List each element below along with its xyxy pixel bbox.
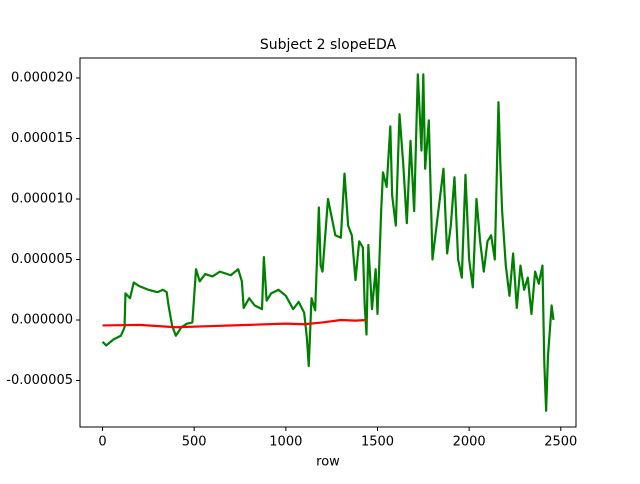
y-tick-label: -0.000005 (6, 373, 73, 388)
data-line (101, 73, 555, 412)
y-tick-label: 0.000015 (11, 131, 73, 146)
x-axis-label: row (316, 455, 340, 470)
x-tick-label: 1000 (269, 435, 302, 450)
x-tick-label: 0 (98, 435, 106, 450)
x-tick-label: 1500 (361, 435, 394, 450)
x-tick-label: 2500 (544, 435, 577, 450)
x-tick-label: 2000 (453, 435, 486, 450)
x-tick-label: 500 (182, 435, 207, 450)
y-tick-label: 0.000010 (11, 191, 73, 206)
y-tick-label: 0.000000 (11, 313, 73, 328)
data-line (102, 318, 367, 329)
chart-title: Subject 2 slopeEDA (260, 37, 397, 53)
plot-frame (79, 57, 577, 428)
y-tick-label: 0.000005 (11, 252, 73, 267)
y-tick-label: 0.000020 (11, 70, 73, 85)
